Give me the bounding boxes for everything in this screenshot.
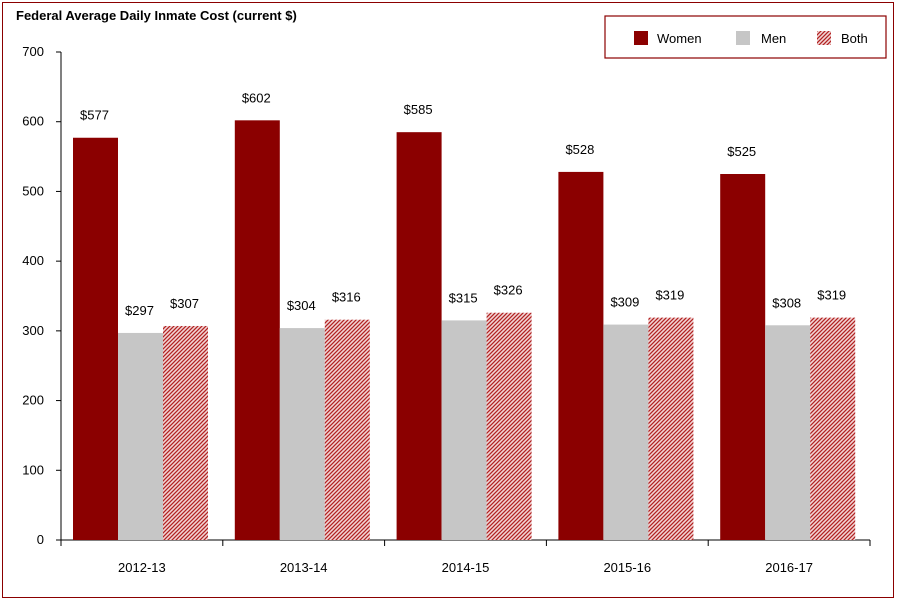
data-label-women: $602 — [242, 90, 271, 105]
data-label-women: $577 — [80, 108, 109, 123]
bar-men — [765, 325, 811, 540]
y-tick-label: 200 — [22, 393, 44, 408]
bar-both — [163, 325, 208, 540]
x-tick-label: 2015-16 — [603, 560, 651, 575]
bars — [73, 120, 856, 540]
data-label-men: $304 — [287, 298, 316, 313]
legend-swatch-women — [634, 31, 648, 45]
bar-men — [118, 332, 163, 540]
data-label-men: $309 — [610, 295, 639, 310]
x-tick-label: 2013-14 — [280, 560, 328, 575]
data-label-women: $585 — [404, 102, 433, 117]
axes: 0 100 200 300 400 500 600 700 2012-13 2013-14 2014… — [22, 44, 871, 575]
bar-men — [603, 324, 649, 540]
x-tick-label: 2016-17 — [765, 560, 813, 575]
bar-both — [324, 319, 370, 540]
data-label-women: $525 — [727, 144, 756, 159]
bar-women — [396, 132, 442, 540]
data-label-both: $319 — [817, 288, 846, 303]
data-label-men: $297 — [125, 303, 154, 318]
data-label-both: $326 — [494, 283, 523, 298]
chart-title: Federal Average Daily Inmate Cost (curre… — [16, 8, 297, 23]
y-tick-label: 600 — [22, 114, 44, 129]
y-tick-label: 0 — [37, 532, 44, 547]
bar-men — [441, 320, 487, 540]
bar-both — [648, 317, 694, 540]
bar-women — [558, 171, 604, 540]
data-label-both: $316 — [332, 290, 361, 305]
legend: Women Men Both — [604, 15, 887, 59]
bar-women — [234, 120, 280, 540]
data-labels: $577 $297 $307 $602 $304 $316 $585 $315 $326 $528… — [80, 90, 846, 318]
bar-men — [279, 328, 325, 540]
y-tick-label: 700 — [22, 44, 44, 59]
data-label-both: $307 — [170, 296, 199, 311]
legend-swatch-both — [817, 31, 831, 45]
y-tick-label: 400 — [22, 253, 44, 268]
data-label-men: $308 — [772, 295, 801, 310]
y-tick-label: 100 — [22, 462, 44, 477]
y-tick-label: 500 — [22, 183, 44, 198]
bar-women — [720, 174, 766, 540]
legend-label-men: Men — [761, 31, 786, 46]
legend-label-both: Both — [841, 31, 868, 46]
y-tick-label: 300 — [22, 323, 44, 338]
x-tick-label: 2012-13 — [118, 560, 166, 575]
bar-both — [810, 317, 856, 540]
legend-label-women: Women — [657, 31, 702, 46]
bar-both — [486, 312, 532, 540]
x-tick-label: 2014-15 — [442, 560, 490, 575]
data-label-both: $319 — [655, 288, 684, 303]
data-label-women: $528 — [565, 142, 594, 157]
data-label-men: $315 — [449, 290, 478, 305]
legend-swatch-men — [736, 31, 750, 45]
bar-women — [73, 137, 118, 540]
